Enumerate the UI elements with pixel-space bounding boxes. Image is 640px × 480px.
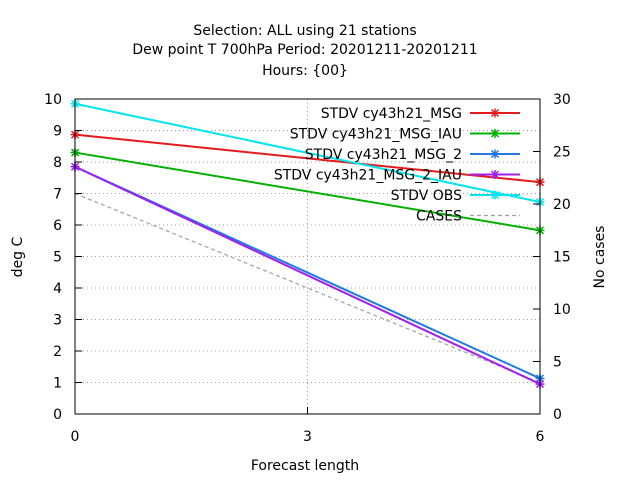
series-line	[74, 102, 541, 203]
series-line	[74, 133, 541, 184]
x-tick-label: 6	[536, 429, 545, 445]
legend-marker	[490, 129, 500, 138]
y-tick-label: 8	[53, 155, 62, 171]
y2-tick-label: 20	[553, 197, 571, 213]
chart-title-line-3: Hours: {00}	[262, 63, 348, 79]
legend-label: STDV cy43h21_MSG_2	[305, 147, 462, 163]
x-axis-label: Forecast length	[251, 458, 359, 474]
y-tick-label: 4	[53, 281, 62, 297]
legend-marker	[490, 149, 500, 159]
grid	[75, 99, 540, 414]
y2-tick-label: 0	[553, 407, 562, 423]
x-tick-label: 3	[303, 429, 312, 445]
y-tick-label: 1	[53, 376, 62, 392]
y2-tick-label: 30	[553, 92, 571, 108]
y2-tick-label: 15	[553, 250, 571, 266]
y-tick-label: 3	[53, 313, 62, 329]
legend-label: CASES	[416, 209, 462, 225]
legend-marker	[490, 170, 500, 179]
legend-label: STDV cy43h21_MSG	[321, 106, 462, 122]
y-tick-label: 7	[53, 187, 62, 203]
series-line	[74, 165, 541, 385]
y-tick-label: 9	[53, 124, 62, 140]
y-tick-label: 6	[53, 218, 62, 234]
chart-title-line-2: Dew point T 700hPa Period: 20201211-2020…	[132, 42, 477, 58]
legend-label: STDV OBS	[391, 188, 462, 204]
series-line	[74, 151, 541, 232]
y-axis-label: deg C	[10, 236, 26, 277]
y-tick-label: 2	[53, 344, 62, 360]
axis-ticks: 0 1 2 3 4 5 6 7 8 9 10 0 5 10 15 20 25 30 0 3 6	[44, 92, 571, 445]
y2-tick-label: 25	[553, 145, 571, 161]
legend-label: STDV cy43h21_MSG_IAU	[290, 127, 462, 143]
chart-title-line-1: Selection: ALL using 21 stations	[193, 23, 416, 39]
legend-marker	[490, 190, 500, 200]
legend-marker	[490, 108, 500, 118]
legend: STDV cy43h21_MSG STDV cy43h21_MSG_IAU STDV…	[274, 106, 520, 225]
y-tick-label: 10	[44, 92, 62, 108]
y2-tick-label: 10	[553, 302, 571, 318]
y-tick-label: 0	[53, 407, 62, 423]
y2-axis-label: No cases	[592, 226, 608, 289]
y2-tick-label: 5	[553, 355, 562, 371]
y-tick-label: 5	[53, 250, 62, 266]
x-tick-label: 0	[71, 429, 80, 445]
legend-label: STDV cy43h21_MSG_2_IAU	[274, 168, 462, 184]
